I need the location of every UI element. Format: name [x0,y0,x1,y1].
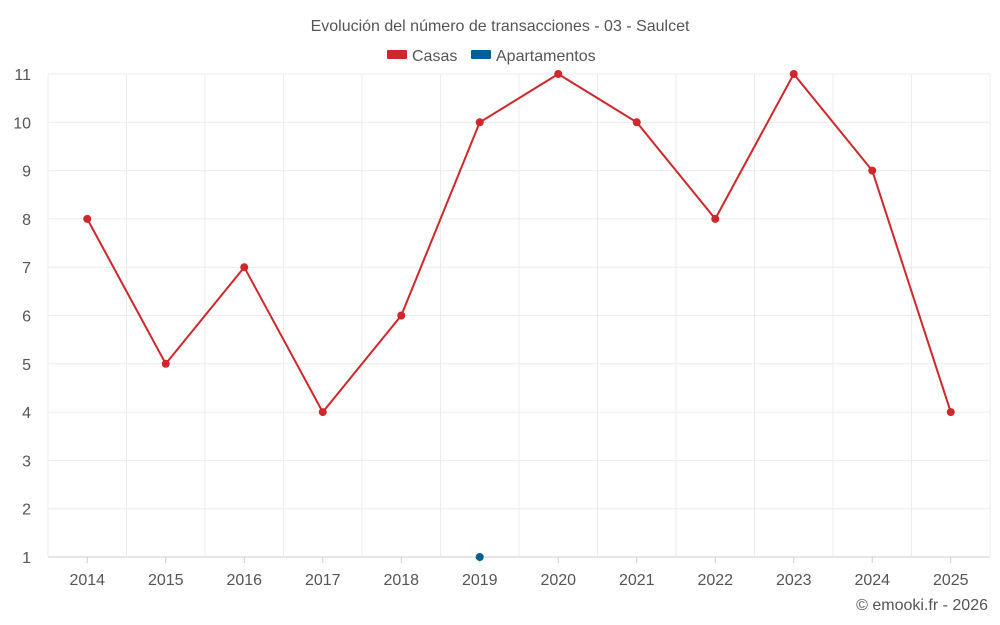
data-point-casas[interactable] [318,408,327,417]
data-point-casas[interactable] [868,166,877,175]
y-tick-label: 1 [22,550,31,567]
legend-item-casas[interactable]: Casas [387,48,457,65]
x-tick-label: 2025 [933,572,969,589]
legend: Casas Apartamentos [387,48,596,65]
x-tick-label: 2023 [776,572,812,589]
data-point-casas[interactable] [475,118,484,127]
x-tick-label: 2016 [226,572,262,589]
y-tick-label: 10 [13,115,31,132]
x-tick-label: 2014 [69,572,105,589]
y-tick-label: 4 [22,405,31,422]
y-tick-label: 6 [22,309,31,326]
series-line-casas [86,73,952,414]
y-tick-label: 3 [22,453,31,470]
data-point-casas[interactable] [83,214,92,223]
x-tick-label: 2017 [305,572,341,589]
data-point-casas[interactable] [632,118,641,127]
y-tick-label: 7 [22,260,31,277]
grid [47,73,991,558]
data-point-casas[interactable] [554,70,563,78]
y-axis-labels: 1 2 3 4 5 6 7 8 9 10 11 [13,67,31,567]
x-axis-labels: 2014 2015 2016 2017 2018 2019 2020 2021 2022 2023… [69,557,969,589]
legend-item-apartamentos[interactable]: Apartamentos [471,48,596,65]
x-tick-label: 2024 [854,572,890,589]
series-layer [83,70,955,561]
data-point-casas[interactable] [789,70,798,78]
x-tick-label: 2018 [383,572,419,589]
x-tick-label: 2015 [148,572,184,589]
data-point-casas[interactable] [397,311,406,320]
data-point-casas[interactable] [240,263,249,272]
data-point-casas[interactable] [161,359,170,368]
y-tick-label: 8 [22,212,31,229]
data-point-casas[interactable] [946,408,955,417]
y-tick-label: 2 [22,502,31,519]
data-point-casas[interactable] [711,214,720,223]
chart-title: Evolución del número de transacciones - … [311,18,690,35]
x-tick-label: 2020 [540,572,576,589]
legend-label-apartamentos: Apartamentos [496,48,596,65]
y-tick-label: 11 [14,67,31,84]
credit-text: © emooki.fr - 2026 [856,597,988,614]
legend-swatch-casas [387,50,407,59]
legend-label-casas: Casas [412,48,457,65]
data-point-apartamentos[interactable] [475,553,484,561]
x-tick-label: 2022 [697,572,733,589]
y-tick-label: 9 [22,164,31,181]
legend-swatch-apartamentos [471,50,491,59]
y-tick-label: 5 [22,357,31,374]
x-tick-label: 2021 [619,572,655,589]
x-tick-label: 2019 [462,572,498,589]
